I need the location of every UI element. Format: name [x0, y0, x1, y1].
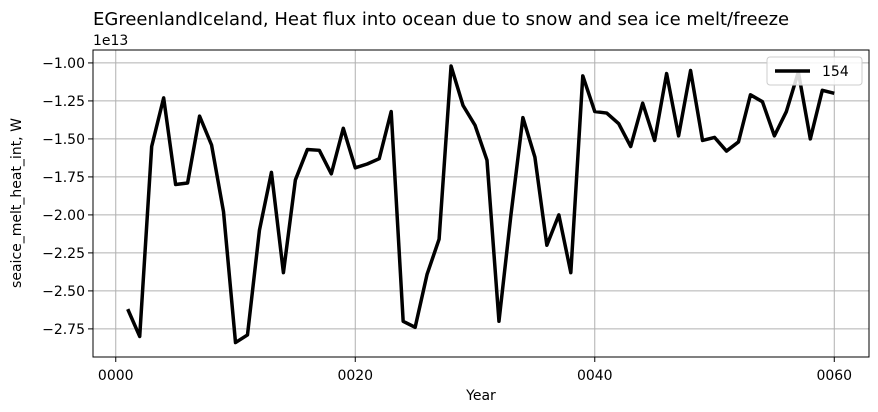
plot-frame [92, 49, 870, 358]
legend: 154 [766, 56, 863, 86]
x-axis: 0000 0020 0040 0060 [98, 357, 852, 384]
y-offset-label: 1e13 [93, 33, 128, 49]
y-tick-label: −2.00 [42, 208, 85, 224]
y-tick-label: −1.00 [42, 56, 85, 72]
legend-box [766, 56, 863, 86]
x-tick-label: 0020 [337, 368, 373, 384]
x-axis-label: Year [465, 388, 496, 404]
x-tick-label: 0060 [816, 368, 852, 384]
series-layer [126, 64, 835, 345]
x-tick-label: 0000 [98, 368, 134, 384]
chart-title: EGreenlandIceland, Heat flux into ocean … [93, 9, 789, 30]
y-axis-label: seaice_melt_heat_int, W [9, 118, 25, 288]
y-tick-label: −2.25 [42, 246, 85, 262]
y-tick-label: −1.50 [42, 132, 85, 148]
y-tick-label: −1.25 [42, 94, 85, 110]
x-tick-label: 0040 [577, 368, 613, 384]
y-tick-label: −2.50 [42, 284, 85, 300]
y-tick-label: −2.75 [42, 322, 85, 338]
series-line-154 [126, 64, 835, 345]
y-axis: −2.75 −2.50 −2.25 −2.00 −1.75 −1.50 −1.25 −1.00 [42, 56, 93, 338]
legend-label: 154 [822, 64, 849, 80]
y-tick-label: −1.75 [42, 170, 85, 186]
